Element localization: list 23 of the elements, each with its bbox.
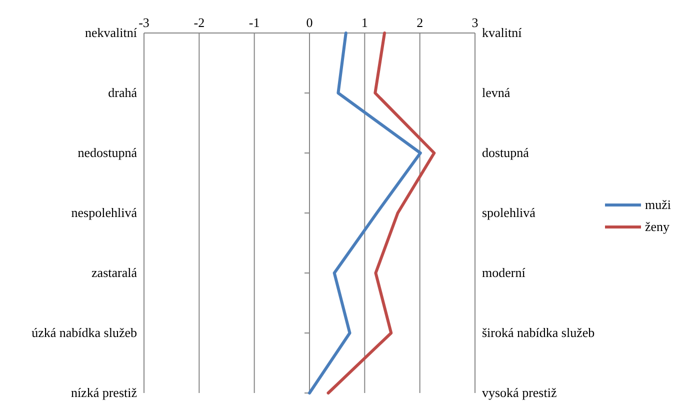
y-tick-label: drahá [108,85,138,100]
x-tick-label: -2 [194,15,205,30]
x-tick-label: 2 [416,15,424,30]
y-tick-label: zastaralá [92,265,138,280]
y2-tick-label: moderní [482,265,526,280]
y2-tick-label: kvalitní [482,25,522,40]
x-tick-label: 1 [361,15,368,30]
y2-tick-label: spolehlivá [482,205,536,220]
y2-tick-label: vysoká prestiž [482,385,557,400]
legend-label: muži [645,197,672,212]
y-tick-label: úzká nabídka služeb [32,325,137,340]
y-tick-label: nedostupná [78,145,138,160]
y2-tick-label: široká nabídka služeb [482,325,595,340]
x-tick-label: -1 [248,15,260,30]
y2-tick-label: levná [482,85,510,100]
x-tick-label: 3 [472,15,478,30]
y-tick-label: nekvalitní [85,25,138,40]
x-tick-label: 0 [306,15,313,30]
y-tick-label: nízká prestiž [70,385,138,400]
x-tick-label: -3 [138,15,150,30]
y2-tick-label: dostupná [482,145,530,160]
legend-label: ženy [645,219,670,234]
y-tick-label: nespolehlivá [71,205,138,220]
